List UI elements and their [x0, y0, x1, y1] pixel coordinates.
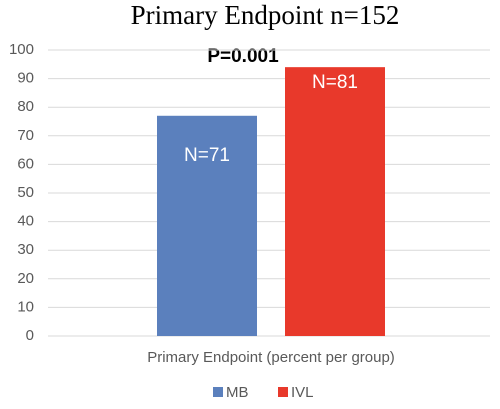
- legend-label: MB: [226, 384, 249, 401]
- bar-annotation: N=81: [312, 72, 358, 93]
- p-value-annotation: P=0.001: [207, 46, 279, 67]
- y-tick-label: 60: [17, 155, 34, 172]
- x-tick-label: Primary Endpoint (percent per group): [147, 349, 395, 366]
- y-tick-label: 100: [9, 41, 34, 58]
- y-tick-label: 40: [17, 213, 34, 230]
- legend-label: IVL: [291, 384, 314, 401]
- bar-annotation: N=71: [184, 145, 230, 166]
- legend-swatch: [213, 387, 223, 397]
- bar: [157, 115, 257, 336]
- y-tick-label: 80: [17, 98, 34, 115]
- y-tick-label: 0: [26, 327, 34, 344]
- y-tick-label: 20: [17, 270, 34, 287]
- y-tick-label: 10: [17, 298, 34, 315]
- y-tick-label: 50: [17, 184, 34, 201]
- chart-title: Primary Endpoint n=152: [131, 0, 400, 30]
- y-tick-label: 90: [17, 70, 34, 87]
- legend-swatch: [278, 387, 288, 397]
- bar: [285, 67, 385, 336]
- y-tick-label: 30: [17, 241, 34, 258]
- y-tick-label: 70: [17, 127, 34, 144]
